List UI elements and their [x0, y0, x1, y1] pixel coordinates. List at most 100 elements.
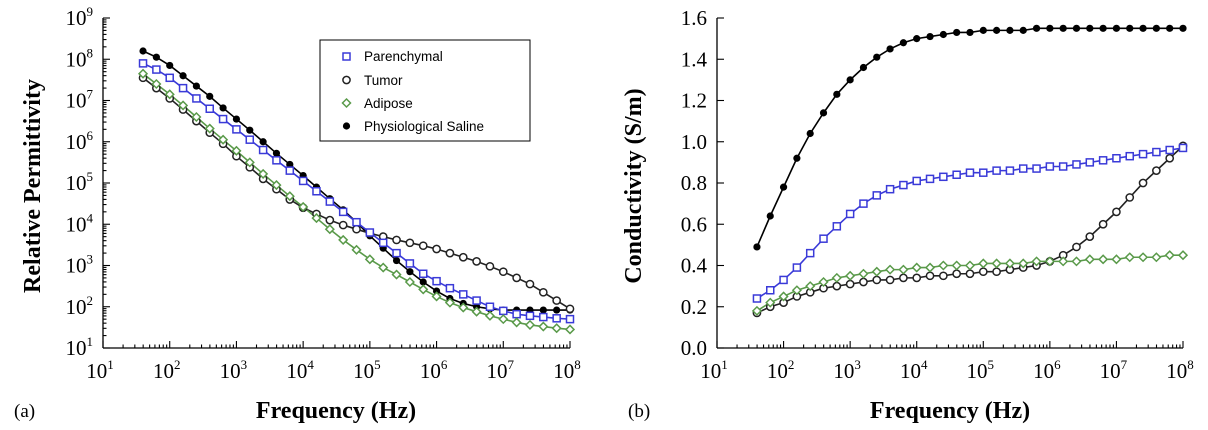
adipose-point	[458, 302, 469, 313]
adipose-point	[1004, 258, 1015, 269]
legend: Parenchymal Tumor Adipose Physiological …	[319, 39, 531, 142]
y-tick-label: 101	[66, 334, 94, 360]
parenchymal-point	[138, 59, 148, 68]
tumor-point	[992, 267, 1001, 277]
adipose-point	[137, 68, 149, 79]
physiological-saline-point	[179, 72, 187, 80]
tumor-point	[925, 271, 935, 281]
parenchymal-point	[1152, 147, 1161, 157]
adipose-point	[898, 264, 909, 275]
adipose-point	[1177, 250, 1189, 261]
adipose-point	[204, 123, 215, 134]
adipose-point	[418, 284, 429, 295]
y-tick-label: 103	[66, 252, 94, 278]
x-tick-label: 103	[833, 357, 861, 383]
adipose-point	[818, 276, 829, 288]
adipose-point	[564, 324, 576, 335]
y-tick-label: 0.0	[681, 336, 707, 360]
tumor-point	[352, 224, 361, 234]
adipose-point	[218, 134, 229, 145]
tumor-point	[845, 279, 855, 289]
tumor-point	[485, 261, 495, 271]
adipose-point	[1124, 252, 1135, 263]
tumor-point	[525, 279, 535, 289]
physiological-saline-point	[232, 115, 241, 123]
physiological-saline-point	[953, 28, 961, 37]
x-tick-label: 101	[86, 357, 114, 383]
permittivity-y-axis-title: Relative Permittivity	[20, 79, 46, 293]
x-tick-label: 104	[286, 357, 314, 383]
adipose-point	[498, 314, 509, 325]
tumor-point	[965, 269, 975, 279]
conductivity-y-axis-title: Conductivity (S/m)	[621, 88, 647, 283]
parenchymal-point	[899, 180, 908, 190]
parenchymal-point	[512, 309, 521, 319]
parenchymal-point	[472, 296, 481, 305]
physiological-saline-point	[139, 47, 147, 55]
parenchymal-point	[1098, 156, 1108, 165]
tumor-point	[978, 267, 988, 277]
tumor-point	[432, 244, 441, 254]
y-tick-label: 0.4	[681, 254, 708, 278]
legend-label-parenchymal: Parenchymal	[364, 49, 443, 64]
legend-item-saline: Physiological Saline	[342, 119, 484, 134]
adipose-point	[1084, 254, 1095, 265]
physiological-saline-point	[206, 92, 214, 100]
parenchymal-point	[432, 276, 441, 286]
parenchymal-point	[272, 156, 281, 165]
legend-item-adipose: Adipose	[341, 96, 413, 111]
legend-label-adipose: Adipose	[364, 96, 413, 111]
parenchymal-point	[1125, 151, 1134, 161]
adipose-point	[1044, 256, 1055, 267]
adipose-point	[805, 281, 816, 292]
parenchymal-point	[872, 191, 882, 200]
adipose-point	[431, 291, 442, 302]
parenchymal-point	[258, 145, 268, 155]
tumor-point	[405, 238, 415, 248]
physiological-saline-point	[539, 306, 547, 314]
legend-marker-saline	[342, 122, 351, 130]
x-tick-label: 107	[1100, 357, 1128, 383]
physiological-saline-point	[419, 278, 427, 286]
panel-a-label: (a)	[14, 401, 35, 422]
y-tick-label: 105	[66, 169, 94, 195]
parenchymal-point	[298, 176, 308, 186]
parenchymal-point	[178, 83, 188, 93]
physiological-saline-point	[766, 212, 774, 220]
adipose-point	[765, 297, 776, 308]
y-tick-label: 1.2	[681, 89, 707, 113]
parenchymal-point	[245, 135, 255, 144]
adipose-point	[964, 260, 976, 271]
adipose-point	[858, 268, 869, 279]
adipose-point	[191, 111, 202, 123]
parenchymal-point	[925, 174, 935, 184]
x-tick-label: 105	[353, 357, 381, 383]
adipose-point	[951, 260, 962, 271]
physiological-saline-point	[966, 28, 974, 37]
adipose-point	[177, 100, 189, 111]
adipose-point	[871, 266, 882, 277]
x-tick-label: 104	[900, 357, 928, 383]
physiological-saline-point	[1046, 24, 1054, 32]
parenchymal-point	[405, 259, 415, 268]
physiological-saline-point	[1126, 24, 1134, 32]
adipose-point	[831, 272, 842, 283]
adipose-point	[258, 168, 269, 179]
adipose-point	[938, 260, 949, 271]
physiological-saline-point	[219, 104, 227, 112]
physiological-saline-point	[926, 32, 934, 41]
adipose-point	[284, 191, 295, 202]
parenchymal-point	[1112, 154, 1121, 163]
physiological-saline-point	[1086, 24, 1094, 32]
parenchymal-point	[1018, 164, 1028, 173]
permittivity-x-axis-title: Frequency (Hz)	[256, 398, 416, 424]
conductivity-chart: 101 102 103 104 105 106 107 108 0.0 0.2 0.4 0.6 0.8 1…	[621, 6, 1194, 424]
parenchymal-point	[766, 286, 775, 295]
physiological-saline-point	[192, 82, 200, 90]
tumor-point	[872, 275, 882, 285]
tumor-point	[458, 252, 468, 262]
adipose-point	[924, 262, 936, 273]
parenchymal-point	[365, 228, 375, 237]
parenchymal-point	[859, 199, 868, 208]
physiological-saline-point	[272, 149, 281, 157]
